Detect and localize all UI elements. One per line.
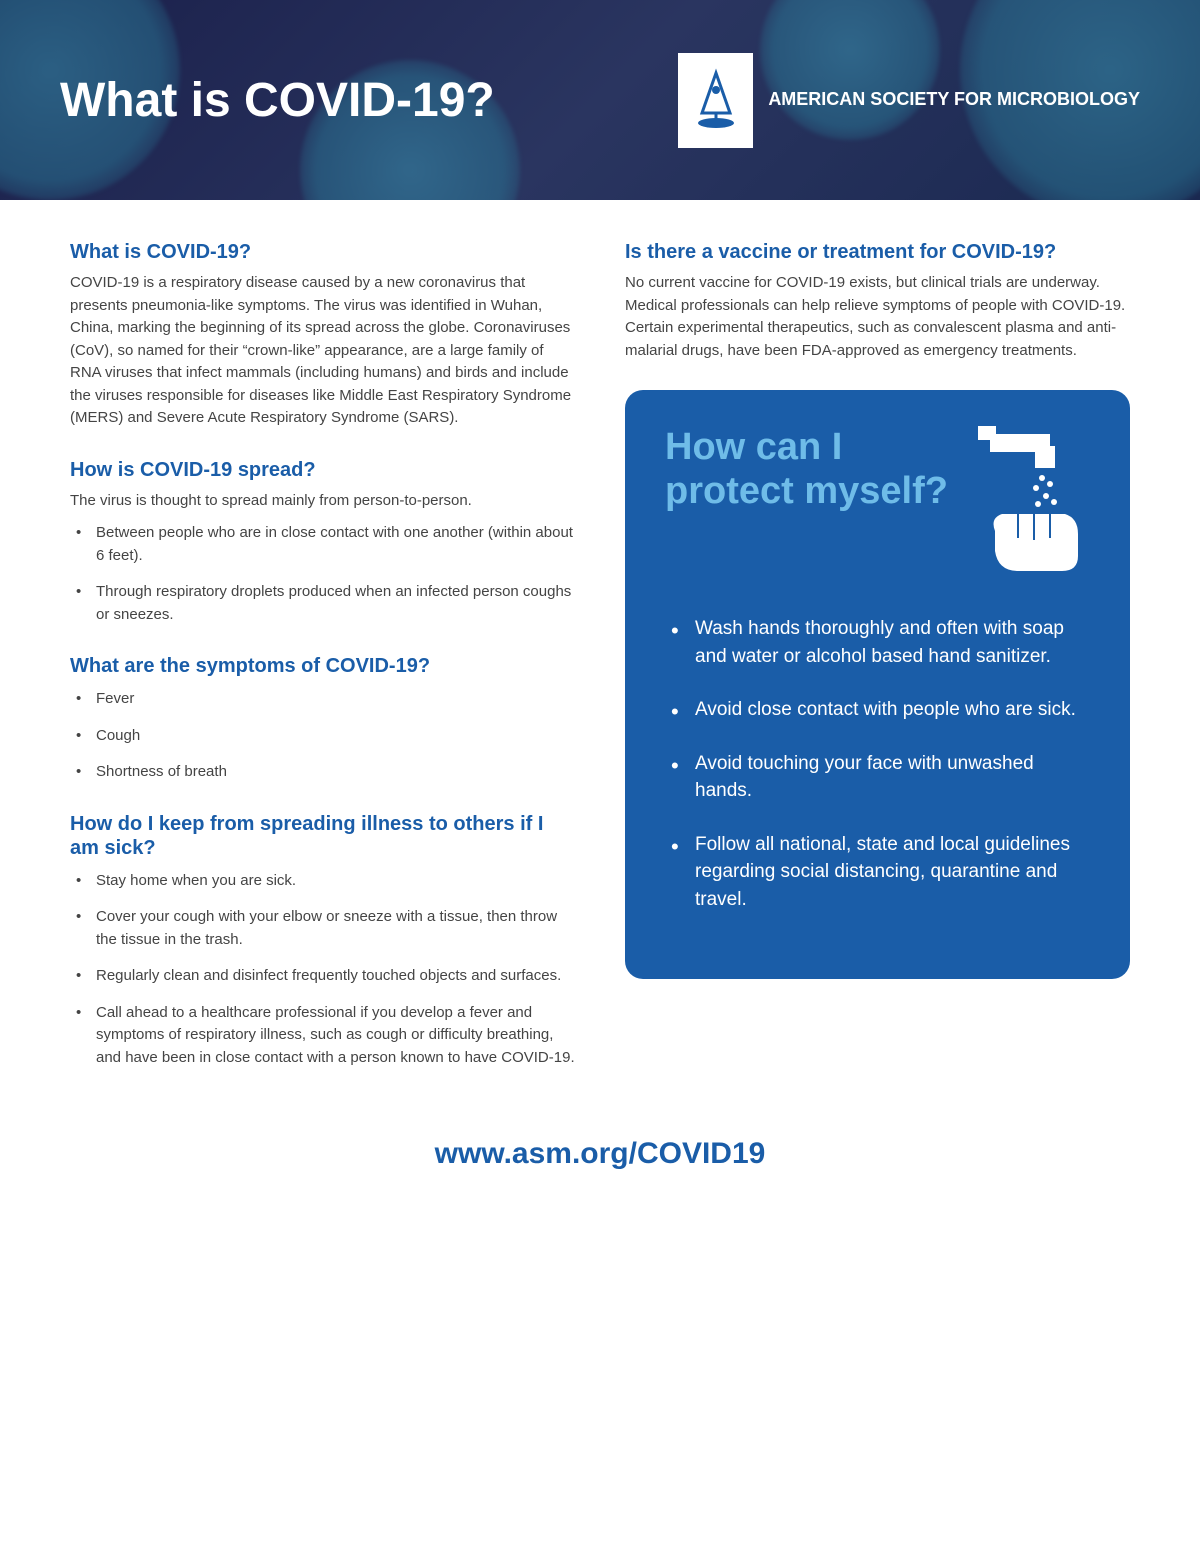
section-prevent-spread: How do I keep from spreading illness to … [70,812,575,1070]
list-item: Follow all national, state and local gui… [665,831,1090,914]
org-logo-block: AMERICAN SOCIETY FOR MICROBIOLOGY [678,53,1140,148]
protect-box: How can I protect myself? [625,390,1130,979]
list-item: Avoid touching your face with unwashed h… [665,750,1090,805]
section-spread: How is COVID-19 spread? The virus is tho… [70,458,575,627]
header-banner: What is COVID-19? AMERICAN SOCIETY FOR M… [0,0,1200,200]
section-heading: What are the symptoms of COVID-19? [70,654,575,678]
prevent-list: Stay home when you are sick. Cover your … [70,870,575,1070]
protect-list: Wash hands thoroughly and often with soa… [665,615,1090,913]
list-item: Shortness of breath [70,761,575,784]
protect-header: How can I protect myself? [665,426,1090,581]
protect-title: How can I protect myself? [665,426,950,513]
list-item: Call ahead to a healthcare professional … [70,1002,575,1070]
right-column: Is there a vaccine or treatment for COVI… [625,240,1130,1097]
section-vaccine: Is there a vaccine or treatment for COVI… [625,240,1130,362]
list-item: Avoid close contact with people who are … [665,696,1090,724]
section-symptoms: What are the symptoms of COVID-19? Fever… [70,654,575,784]
list-item: Stay home when you are sick. [70,870,575,893]
section-heading: Is there a vaccine or treatment for COVI… [625,240,1130,264]
list-item: Cover your cough with your elbow or snee… [70,906,575,951]
footer: www.asm.org/COVID19 [0,1117,1200,1211]
left-column: What is COVID-19? COVID-19 is a respirat… [70,240,575,1097]
section-body: COVID-19 is a respiratory disease caused… [70,272,575,430]
list-item: Wash hands thoroughly and often with soa… [665,615,1090,670]
list-item: Through respiratory droplets produced wh… [70,581,575,626]
footer-url: www.asm.org/COVID19 [435,1137,766,1170]
list-item: Cough [70,725,575,748]
spread-list: Between people who are in close contact … [70,522,575,626]
symptoms-list: Fever Cough Shortness of breath [70,688,575,784]
section-heading: How do I keep from spreading illness to … [70,812,575,860]
main-content: What is COVID-19? COVID-19 is a respirat… [0,200,1200,1117]
list-item: Between people who are in close contact … [70,522,575,567]
org-name: AMERICAN SOCIETY FOR MICROBIOLOGY [768,88,1140,111]
handwash-icon [950,426,1090,581]
list-item: Fever [70,688,575,711]
section-heading: How is COVID-19 spread? [70,458,575,482]
section-heading: What is COVID-19? [70,240,575,264]
section-body: The virus is thought to spread mainly fr… [70,490,575,513]
section-what-is: What is COVID-19? COVID-19 is a respirat… [70,240,575,430]
section-body: No current vaccine for COVID-19 exists, … [625,272,1130,362]
page-title: What is COVID-19? [60,73,495,128]
asm-logo-icon [678,53,753,148]
list-item: Regularly clean and disinfect frequently… [70,965,575,988]
